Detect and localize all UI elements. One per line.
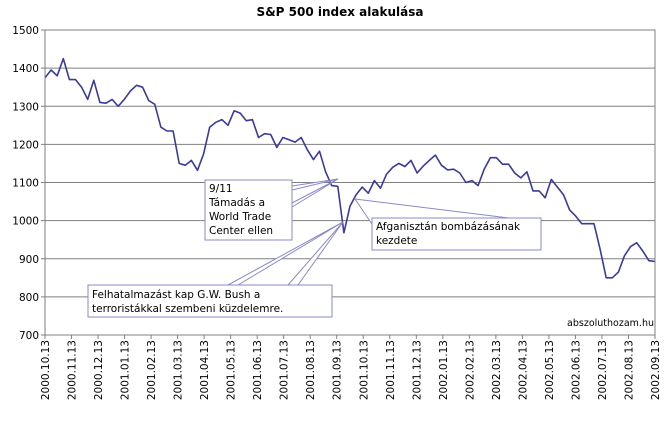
x-tick-label: 2002.02.13: [464, 340, 476, 400]
series-line: [44, 57, 656, 279]
annotation-box-felhatalmazas: [87, 284, 333, 318]
x-tick-label: 2002.07.13: [597, 340, 609, 400]
x-tick-label: 2002.09.13: [650, 340, 662, 400]
x-tick-label: 2001.02.13: [146, 340, 158, 400]
x-tick-label: 2001.07.13: [279, 340, 291, 400]
x-tick-label: 2001.04.13: [199, 340, 211, 400]
x-tick-label: 2000.11.13: [67, 340, 79, 400]
watermark: abszoluthozam.hu: [567, 318, 654, 329]
y-tick-label: 1300: [12, 101, 39, 113]
annotation-line: World Trade: [209, 211, 271, 223]
x-tick-label: 2002.01.13: [438, 340, 450, 400]
annotation-line: Felhatalmazást kap G.W. Bush a: [92, 289, 260, 301]
x-tick-label: 2002.08.13: [623, 340, 635, 400]
annotation-line: 9/11: [209, 183, 233, 195]
annotation-line: terroristákkal szembeni küzdelemre.: [92, 303, 283, 315]
annotation-line: Center ellen: [209, 225, 273, 237]
x-tick-label: 2001.08.13: [305, 340, 317, 400]
annotation-box-sept11: [204, 179, 293, 241]
annotation-text-afganistan: Afganisztán bombázásának kezdete: [376, 221, 523, 247]
x-tick-label: 2001.06.13: [252, 340, 264, 400]
x-tick-label: 2002.03.13: [491, 340, 503, 400]
x-tick-label: 2001.03.13: [173, 340, 185, 400]
annotation-text-felhatalmazas: Felhatalmazást kap G.W. Bush a terrorist…: [92, 289, 283, 315]
y-tick-label: 1400: [12, 63, 39, 75]
annotation-line: kezdete: [376, 235, 417, 247]
x-tick-label: 2002.06.13: [570, 340, 582, 400]
y-tick-label: 1200: [12, 139, 39, 151]
y-tick-label: 1000: [12, 216, 39, 228]
x-tick-label: 2001.12.13: [411, 340, 423, 400]
annotation-line: Afganisztán bombázásának: [376, 221, 521, 233]
annotation-box-afganistan: [371, 217, 542, 251]
gridlines: [45, 67, 655, 298]
plot-frame: [44, 29, 656, 336]
x-tick-label: 2001.05.13: [226, 340, 238, 400]
x-axis: 2000.10.13 2000.11.13 2000.12.13 2001.01.13…: [40, 335, 662, 400]
x-tick-label: 2001.11.13: [385, 340, 397, 400]
y-tick-label: 1500: [12, 25, 39, 37]
y-tick-label: 700: [19, 330, 39, 342]
x-tick-label: 2000.12.13: [93, 340, 105, 400]
x-tick-label: 2002.05.13: [544, 340, 556, 400]
annotations: 9/11 Támadás a World Trade Center ellen …: [87, 178, 542, 318]
x-tick-label: 2001.01.13: [120, 340, 132, 400]
y-axis: 700 800 900 1000 1100 1200 1300 1400 1500: [12, 25, 45, 342]
x-tick-label: 2000.10.13: [40, 340, 52, 400]
annotation-text-sept11: 9/11 Támadás a World Trade Center ellen: [208, 183, 275, 237]
x-tick-label: 2001.10.13: [358, 340, 370, 400]
x-tick-label: 2002.04.13: [517, 340, 529, 400]
y-tick-label: 800: [19, 292, 39, 304]
y-tick-label: 900: [19, 254, 39, 266]
series-layer: [44, 57, 656, 279]
callout-pointer-felhatalmazas-2: [286, 221, 344, 286]
annotation-line: Támadás a: [208, 197, 265, 209]
x-tick-label: 2001.09.13: [332, 340, 344, 400]
chart-title: S&P 500 index alakulása: [257, 5, 424, 19]
y-tick-label: 1100: [12, 178, 39, 190]
